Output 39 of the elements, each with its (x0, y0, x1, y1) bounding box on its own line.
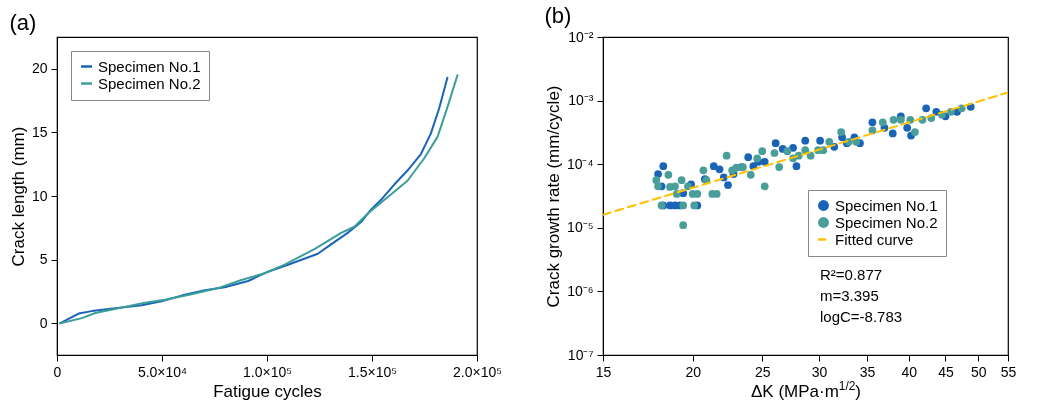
x-tick-label: 55 (1000, 363, 1017, 380)
x-tick-label: 50 (971, 363, 987, 380)
x-axis-title: ΔK (MPa·m$^{1/2}$) (750, 378, 862, 401)
x-tick-label: 45 (938, 363, 954, 380)
y-axis-title: Crack length (mm) (8, 126, 28, 267)
x-tick-label: 25 (754, 363, 771, 380)
x-axis-title: Fatigue cycles (213, 381, 322, 401)
y-tick-label: 5 (39, 251, 48, 268)
x-tick-label: 5.0×10⁴ (137, 363, 188, 380)
y-tick-label: 10⁻⁷ (567, 346, 594, 363)
x-tick-label: 1.5×10⁵ (347, 363, 398, 380)
x-tick-label: 1.0×10⁵ (242, 363, 293, 380)
x-tick-label: 2.0×10⁵ (452, 363, 503, 380)
legend-label: Specimen No.1 (835, 196, 938, 214)
y-tick-label: 20 (31, 60, 48, 77)
chart-title: (a) (9, 10, 37, 35)
y-tick-label: 10⁻⁴ (566, 155, 594, 172)
legend-label: Specimen No.2 (835, 213, 938, 231)
x-tick-label: 40 (901, 363, 918, 380)
y-tick-label: 10⁻³ (568, 92, 594, 109)
y-tick-label: 10⁻⁵ (567, 219, 594, 236)
y-tick-label: 10⁻² (568, 28, 594, 45)
annotation: m=3.395 (820, 287, 879, 304)
legend-label: Fitted curve (835, 230, 914, 248)
y-tick-label: 0 (39, 314, 48, 331)
x-tick-label: 30 (811, 363, 828, 380)
x-tick-label: 35 (859, 363, 876, 380)
legend-label: Specimen No.2 (98, 74, 201, 92)
chart-title: (b) (544, 3, 572, 28)
legend-label: Specimen No.1 (98, 57, 201, 75)
annotation: R²=0.877 (820, 266, 883, 283)
x-tick-label: 0 (53, 363, 62, 380)
y-axis-title: Crack growth rate (mm/cycle) (543, 85, 563, 308)
y-tick-label: 15 (31, 123, 48, 140)
annotation: logC=-8.783 (820, 308, 903, 325)
y-tick-label: 10⁻⁶ (567, 282, 594, 299)
y-tick-label: 10 (31, 187, 48, 204)
x-tick-label: 20 (685, 363, 702, 380)
x-tick-label: 15 (595, 363, 612, 380)
